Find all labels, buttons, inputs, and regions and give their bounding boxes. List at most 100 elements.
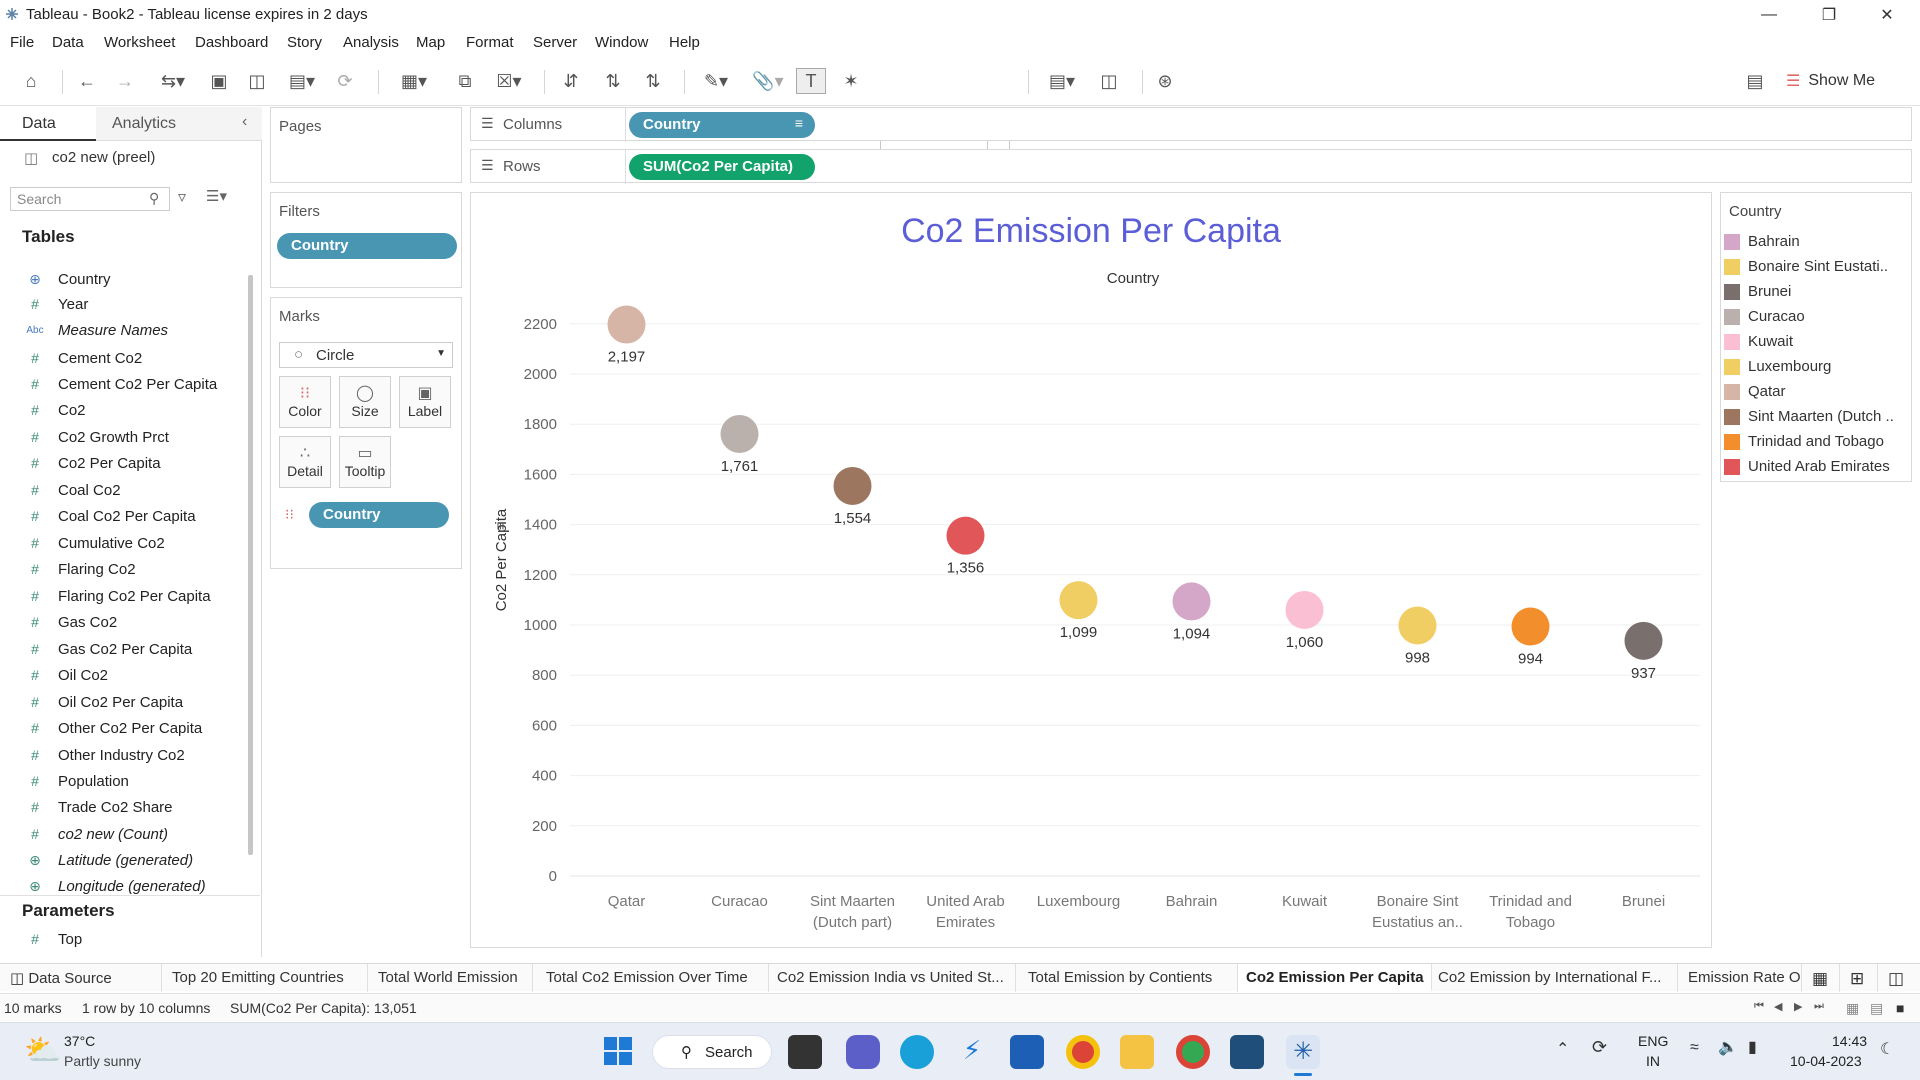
last-sheet-icon[interactable]: ⏭	[1814, 1000, 1824, 1012]
data-point[interactable]	[946, 516, 985, 555]
field-item[interactable]: # Trade Co2 Share	[0, 795, 240, 821]
vscode-icon[interactable]: ⚡	[955, 1035, 989, 1069]
data-point[interactable]	[720, 414, 759, 453]
filmstrip-view-icon[interactable]: ▤	[1870, 1000, 1884, 1016]
undo-icon[interactable]: ←	[78, 70, 96, 91]
grid-view-icon[interactable]: ▦	[1846, 1000, 1860, 1016]
marks-pill-country[interactable]: Country	[309, 502, 449, 528]
data-point[interactable]	[1285, 590, 1324, 629]
weather-desc[interactable]: Partly sunny	[64, 1053, 142, 1069]
field-item[interactable]: Abc Measure Names	[0, 318, 240, 344]
data-point[interactable]	[1511, 607, 1550, 646]
tab-per-capita[interactable]: Co2 Emission Per Capita	[1238, 964, 1432, 992]
new-datasource-icon[interactable]: ◫	[248, 70, 266, 91]
field-item[interactable]: # Other Co2 Per Capita	[0, 716, 240, 742]
tab-view-icon[interactable]: ■	[1896, 1000, 1905, 1016]
close-button[interactable]: ✕	[1880, 7, 1894, 24]
field-item[interactable]: # Gas Co2	[0, 610, 240, 636]
marks-detail-button[interactable]: ∴ Detail	[279, 436, 331, 488]
parameter-top[interactable]: # Top	[0, 927, 240, 953]
marks-tooltip-button[interactable]: ▭ Tooltip	[339, 436, 391, 488]
show-cards-icon[interactable]: ▤▾	[1048, 70, 1076, 91]
data-point[interactable]	[607, 305, 646, 344]
teams-chat-icon[interactable]	[846, 1035, 880, 1069]
menu-data[interactable]: Data	[52, 34, 84, 51]
tab-analytics[interactable]: Analytics	[96, 107, 262, 141]
show-labels-icon[interactable]: T	[796, 68, 826, 94]
menu-analysis[interactable]: Analysis	[343, 34, 399, 51]
filters-shelf[interactable]: Filters Country	[270, 192, 462, 288]
weather-temp[interactable]: 37°C	[64, 1033, 96, 1049]
presentation-mode-icon[interactable]: ◫	[1100, 70, 1118, 91]
marks-color-button[interactable]: ⁝⁝ Color	[279, 376, 331, 428]
tab-data-source[interactable]: ◫ Data Source	[0, 964, 162, 992]
chrome-icon[interactable]	[1066, 1035, 1100, 1069]
new-worksheet-icon[interactable]: ▦▾	[400, 70, 428, 91]
pages-shelf[interactable]: Pages	[270, 107, 462, 183]
data-point[interactable]	[1398, 606, 1437, 645]
menu-map[interactable]: Map	[416, 34, 446, 51]
clear-sheet-icon[interactable]: ☒▾	[496, 70, 522, 91]
sql-server-icon[interactable]	[1230, 1035, 1264, 1069]
file-explorer-icon[interactable]	[1120, 1035, 1154, 1069]
field-item[interactable]: ⊕ Latitude (generated)	[0, 848, 240, 874]
field-item[interactable]: ⊕ Longitude (generated)	[0, 874, 240, 900]
field-item[interactable]: # Co2 Per Capita	[0, 451, 240, 477]
field-item[interactable]: # Co2 Growth Prct	[0, 425, 240, 451]
view-options-icon[interactable]: ☰▾	[206, 188, 227, 205]
datasource-name[interactable]: co2 new (preel)	[52, 149, 156, 166]
rows-shelf[interactable]: ☰ Rows SUM(Co2 Per Capita)	[470, 149, 1912, 184]
taskbar-search[interactable]: ⚲ Search	[652, 1035, 772, 1069]
field-item[interactable]: ⊕ Country	[0, 267, 240, 293]
filter-pill-country[interactable]: Country	[277, 233, 457, 259]
tab-data[interactable]: Data	[0, 107, 96, 141]
tab-emission-rate[interactable]: Emission Rate O	[1678, 964, 1802, 992]
menu-window[interactable]: Window	[595, 34, 649, 51]
field-item[interactable]: # Co2	[0, 398, 240, 424]
volume-icon[interactable]: 🔈	[1718, 1039, 1738, 1056]
weather-icon[interactable]: ⛅	[24, 1034, 62, 1067]
menu-help[interactable]: Help	[669, 34, 700, 51]
tableau-taskbar-icon[interactable]: ✳	[1286, 1035, 1320, 1069]
store-icon[interactable]	[1010, 1035, 1044, 1069]
field-item[interactable]: # Oil Co2	[0, 663, 240, 689]
field-item[interactable]: # Cumulative Co2	[0, 531, 240, 557]
marks-size-button[interactable]: ◯ Size	[339, 376, 391, 428]
field-item[interactable]: # Population	[0, 769, 240, 795]
tab-international[interactable]: Co2 Emission by International F...	[1432, 964, 1678, 992]
restore-button[interactable]: ❐	[1821, 7, 1837, 24]
windows-start-icon[interactable]	[604, 1037, 632, 1065]
language-primary[interactable]: ENG	[1638, 1033, 1669, 1049]
highlight-icon[interactable]: ✎▾	[703, 70, 729, 91]
pause-updates-icon[interactable]: ▤▾	[288, 70, 316, 91]
menu-dashboard[interactable]: Dashboard	[195, 34, 269, 51]
tab-india-vs-us[interactable]: Co2 Emission India vs United St...	[769, 964, 1016, 992]
clock-time[interactable]: 14:43	[1832, 1033, 1868, 1049]
field-search[interactable]: Search ⚲	[10, 187, 170, 211]
redo-icon[interactable]: →	[116, 70, 134, 91]
field-item[interactable]: # Year	[0, 292, 240, 318]
data-point[interactable]	[833, 466, 872, 505]
field-item[interactable]: # Cement Co2 Per Capita	[0, 372, 240, 398]
menu-format[interactable]: Format	[466, 34, 514, 51]
duplicate-sheet-icon[interactable]: ⧉	[458, 70, 472, 91]
marks-label-button[interactable]: ▣ Label	[399, 376, 451, 428]
group-members-icon[interactable]: 📎▾	[752, 70, 784, 91]
field-item[interactable]: # Coal Co2	[0, 478, 240, 504]
columns-pill-country[interactable]: Country ≡	[629, 112, 815, 138]
menu-server[interactable]: Server	[533, 34, 578, 51]
replace-data-icon[interactable]: ⇆▾	[160, 70, 186, 91]
data-point[interactable]	[1172, 582, 1211, 621]
chrome-profile-icon[interactable]	[1176, 1035, 1210, 1069]
menu-file[interactable]: File	[10, 34, 35, 51]
clock-date[interactable]: 10-04-2023	[1790, 1053, 1862, 1069]
show-me-button[interactable]: ☰ Show Me	[1786, 68, 1910, 94]
chevron-up-icon[interactable]: ⌃	[1556, 1041, 1570, 1058]
rows-pill-co2-per-capita[interactable]: SUM(Co2 Per Capita)	[629, 154, 815, 180]
fix-axes-icon[interactable]: ✶	[843, 70, 859, 91]
new-story-icon[interactable]: ◫	[1888, 969, 1905, 988]
minimize-button[interactable]: —	[1761, 6, 1777, 23]
columns-shelf[interactable]: ☰ Columns Country ≡	[470, 107, 1912, 142]
sort-ascending-icon[interactable]: ⇅	[605, 70, 621, 91]
filter-icon[interactable]: ▿	[178, 189, 187, 206]
